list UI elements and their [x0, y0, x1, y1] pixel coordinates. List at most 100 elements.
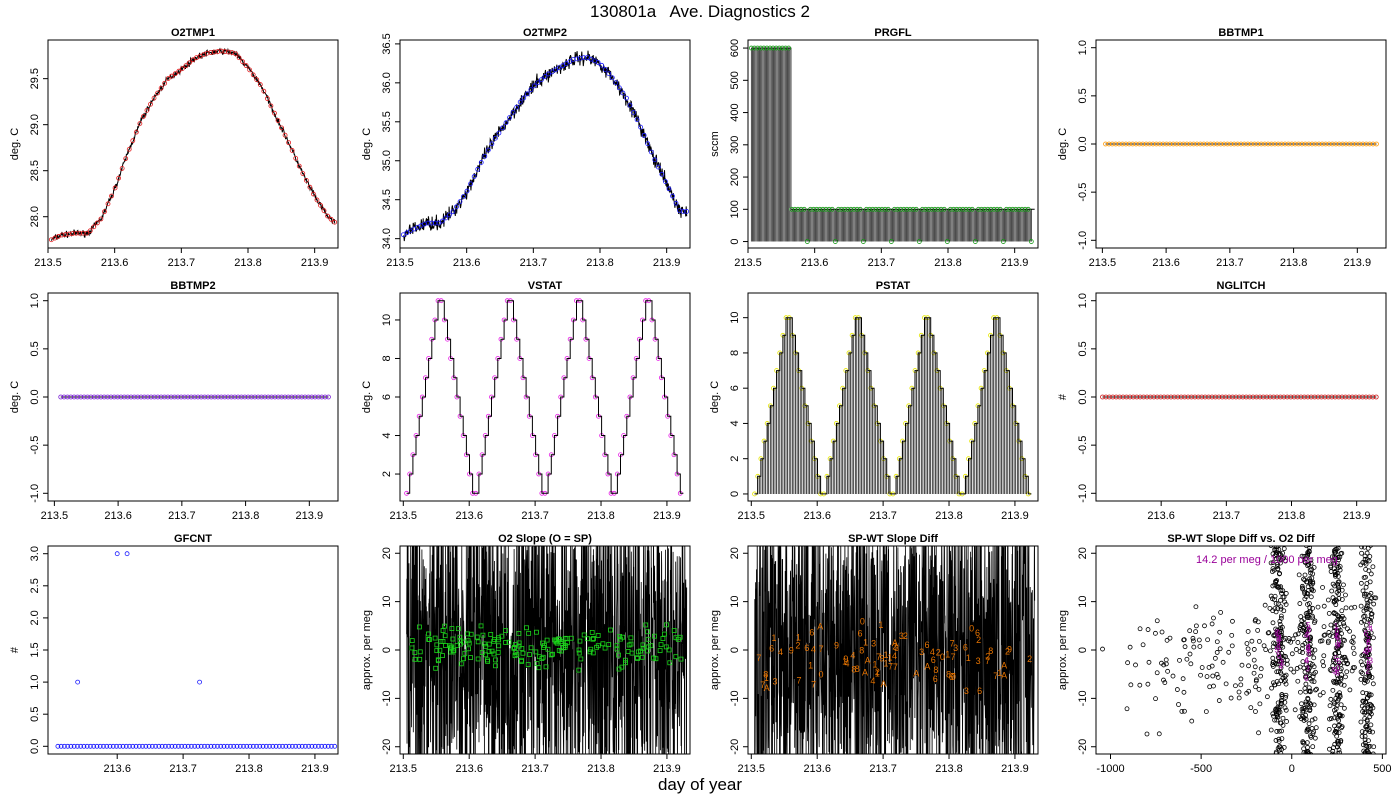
data-point — [475, 639, 481, 645]
data-point — [1258, 666, 1264, 672]
data-point — [513, 642, 518, 647]
data-point — [1187, 141, 1193, 147]
data-point — [81, 394, 87, 400]
data-point — [182, 743, 188, 749]
data-point — [1302, 572, 1308, 578]
data-point — [1359, 703, 1365, 709]
data-point — [1301, 616, 1307, 622]
data-glyph: 4 — [892, 651, 897, 661]
data-point — [1276, 658, 1282, 664]
data-point — [1165, 668, 1171, 674]
y-tick-label: 0.0 — [29, 389, 41, 404]
data-point — [303, 177, 309, 183]
data-glyph: 3 — [1333, 668, 1338, 677]
data-glyph: 3 — [899, 631, 904, 641]
data-point — [144, 107, 150, 113]
data-point — [461, 656, 466, 662]
chart-title: GFCNT — [174, 533, 212, 545]
data-point — [1301, 746, 1307, 752]
data-point — [519, 658, 524, 664]
data-point — [851, 206, 857, 212]
data-point — [1286, 638, 1291, 644]
data-point — [1332, 569, 1338, 574]
data-point — [282, 132, 288, 138]
y-axis-label: sccm — [709, 131, 721, 157]
data-point — [466, 640, 472, 646]
data-point — [1168, 394, 1174, 400]
data-point — [969, 206, 975, 212]
data-point — [273, 743, 279, 749]
data-point — [1103, 141, 1108, 147]
y-axis-label: approx. per meg — [1057, 610, 1069, 690]
data-point — [1281, 653, 1287, 659]
data-point — [1100, 394, 1105, 400]
data-point — [1291, 394, 1297, 400]
data-point — [1236, 695, 1242, 701]
data-point — [622, 657, 628, 663]
data-point — [549, 69, 555, 75]
data-point — [1267, 394, 1273, 400]
data-point — [1270, 620, 1276, 626]
data-point — [232, 394, 238, 400]
data-point — [481, 641, 487, 647]
data-point — [1175, 394, 1181, 400]
data-point — [224, 743, 230, 749]
data-point — [1272, 633, 1278, 639]
data-point — [1276, 739, 1282, 744]
data-point — [1192, 394, 1198, 400]
data-point — [1331, 680, 1337, 685]
data-point — [260, 743, 266, 749]
data-glyph: 2 — [985, 652, 990, 662]
data-point — [1363, 622, 1369, 628]
data-point — [1019, 206, 1025, 212]
data-point — [282, 394, 288, 400]
data-glyph: 7 — [1305, 631, 1310, 640]
data-point — [1329, 394, 1335, 400]
data-point — [162, 743, 168, 749]
data-point — [417, 656, 423, 662]
data-point — [314, 197, 320, 203]
y-tick-label: 0.0 — [1077, 136, 1089, 151]
data-point — [935, 206, 941, 212]
data-point — [1257, 701, 1263, 707]
data-point — [71, 394, 77, 400]
data-point — [262, 394, 268, 400]
data-point — [88, 743, 93, 749]
data-point — [1302, 596, 1308, 602]
data-point — [1154, 670, 1160, 676]
data-point — [643, 622, 649, 628]
data-point — [496, 635, 501, 641]
data-point — [901, 206, 907, 212]
data-point — [1329, 588, 1335, 594]
data-point — [534, 629, 539, 635]
data-point — [1273, 601, 1279, 606]
chart-title: BBTMP1 — [1218, 27, 1263, 39]
data-point — [767, 45, 773, 51]
data-point — [1278, 613, 1284, 619]
outlier-point — [75, 679, 81, 685]
data-point — [1340, 141, 1345, 147]
data-point — [1362, 556, 1368, 562]
data-point — [270, 743, 276, 749]
data-point — [208, 394, 214, 400]
data-point — [1305, 553, 1311, 559]
data-point — [1310, 579, 1316, 585]
data-point — [1146, 659, 1152, 665]
data-point — [1283, 591, 1289, 596]
data-point — [1297, 714, 1303, 720]
data-glyph: 7 — [756, 653, 761, 663]
data-point — [432, 220, 438, 226]
data-point — [329, 743, 334, 749]
data-point — [225, 394, 231, 400]
data-point — [814, 206, 820, 212]
data-point — [247, 743, 253, 749]
data-point — [434, 648, 440, 654]
data-point — [485, 147, 491, 153]
data-point — [1275, 745, 1281, 751]
data-point — [1295, 631, 1301, 637]
data-point — [1368, 590, 1374, 596]
data-point — [1338, 616, 1344, 621]
data-point — [1362, 740, 1368, 746]
data-point — [1310, 613, 1315, 619]
data-point — [1280, 715, 1286, 721]
